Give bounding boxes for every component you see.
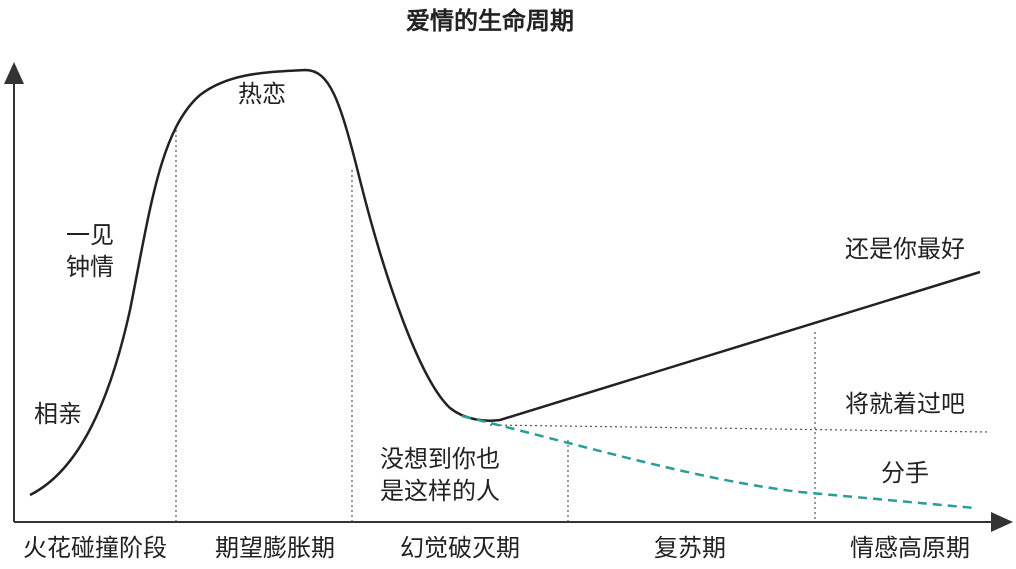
phase-dividers — [175, 130, 989, 522]
label: 将就着过吧 — [845, 390, 965, 418]
breakup-curve — [461, 414, 976, 510]
title: 爱情的生命周期 — [406, 7, 574, 35]
love-curve — [29, 68, 981, 497]
label: 热恋 — [238, 80, 286, 108]
phase-label: 幻觉破灭期 — [400, 534, 520, 562]
label: 是这样的人 — [380, 477, 500, 505]
phase-label: 复苏期 — [654, 534, 726, 562]
label: 相亲 — [34, 400, 82, 428]
phase-label: 期望膨胀期 — [215, 534, 335, 562]
label: 还是你最好 — [845, 235, 965, 263]
phase-label: 情感高原期 — [850, 534, 970, 562]
label: 一见 — [66, 221, 114, 249]
phase-label: 火花碰撞阶段 — [23, 534, 167, 562]
label: 分手 — [881, 459, 929, 487]
label: 没想到你也 — [380, 445, 500, 473]
label: 钟情 — [66, 253, 114, 281]
